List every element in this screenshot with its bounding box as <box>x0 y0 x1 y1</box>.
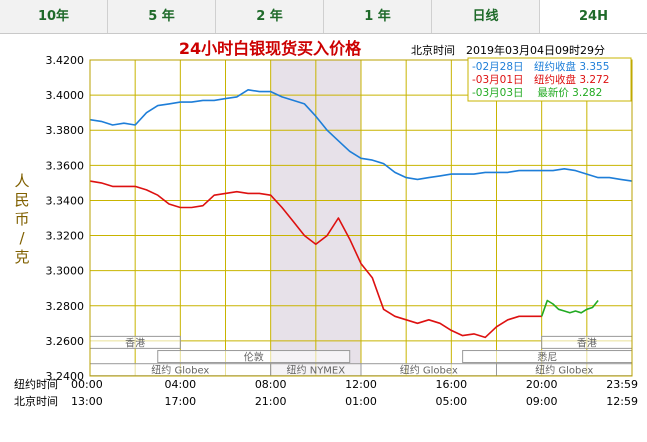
session-label-7: 纽约 Globex <box>535 364 593 377</box>
x-tick-label-1-4: 05:00 <box>435 395 467 408</box>
session-label-4: 纽约 Globex <box>151 364 209 377</box>
legend: -02月28日 纽约收盘 3.355-03月01日 纽约收盘 3.272-03月… <box>467 57 632 102</box>
tab-2-year[interactable]: 2 年 <box>216 0 324 33</box>
series-line-0 <box>89 88 633 182</box>
session-label-6: 纽约 Globex <box>400 364 458 377</box>
x-axis-row-label-0: 纽约时间 <box>14 377 58 391</box>
y-label-char-0: 人 <box>14 172 29 190</box>
y-tick-label-0: 3.2400 <box>46 370 85 383</box>
chart-grid <box>90 59 632 377</box>
tab-10-year[interactable]: 10年 <box>0 0 108 33</box>
legend-box <box>467 57 632 102</box>
tab-5-year[interactable]: 5 年 <box>108 0 216 33</box>
series-line-2 <box>540 299 599 317</box>
session-label-3: 悉尼 <box>537 352 557 364</box>
y-label-char-4: 克 <box>14 248 29 266</box>
x-tick-label-0-4: 16:00 <box>435 378 467 391</box>
session-bar-2 <box>157 350 351 364</box>
tab-daily[interactable]: 日线 <box>432 0 540 33</box>
x-tick-label-1-1: 17:00 <box>164 395 196 408</box>
x-tick-label-1-5: 09:00 <box>526 395 558 408</box>
x-axis-row-label-1: 北京时间 <box>14 394 58 408</box>
chart-subtitle: 北京时间 2019年03月04日09时29分 <box>411 43 605 57</box>
x-tick-label-0-6: 23:59 <box>606 378 638 391</box>
y-axis-label: 人民币/克 <box>14 172 29 266</box>
y-tick-label-7: 3.3800 <box>46 124 85 137</box>
chart-title: 24小时白银现货买入价格 <box>179 39 362 58</box>
legend-entry-2: -03月03日 最新价 3.282 <box>472 86 602 99</box>
period-tabs: 10年 5 年 2 年 1 年 日线 24H <box>0 0 647 34</box>
y-label-char-1: 民 <box>14 191 29 209</box>
y-tick-label-5: 3.3400 <box>46 194 85 207</box>
x-tick-label-1-0: 13:00 <box>71 395 103 408</box>
x-tick-label-0-5: 20:00 <box>526 378 558 391</box>
tab-1-year[interactable]: 1 年 <box>324 0 432 33</box>
session-label-1: 香港 <box>577 337 597 349</box>
x-tick-label-1-6: 12:59 <box>606 395 638 408</box>
x-tick-label-1-3: 01:00 <box>345 395 377 408</box>
y-tick-label-1: 3.2600 <box>46 335 85 348</box>
x-tick-label-1-2: 21:00 <box>255 395 287 408</box>
y-label-char-3: / <box>19 229 25 247</box>
y-tick-label-3: 3.3000 <box>46 265 85 278</box>
x-tick-label-0-1: 04:00 <box>164 378 196 391</box>
y-tick-label-4: 3.3200 <box>46 230 85 243</box>
plot-frame <box>89 59 633 377</box>
x-tick-label-0-2: 08:00 <box>255 378 287 391</box>
x-tick-labels: 纽约时间 00:00 04:00 08:00 12:00 16:00 20:00 23:59 北… <box>14 377 638 408</box>
legend-entry-1: -03月01日 纽约收盘 3.272 <box>472 73 609 86</box>
session-label-2: 伦敦 <box>244 351 264 364</box>
legend-entry-0: -02月28日 纽约收盘 3.355 <box>472 60 609 73</box>
y-tick-label-2: 3.2800 <box>46 300 85 313</box>
y-tick-label-6: 3.3600 <box>46 159 85 172</box>
x-tick-label-0-0: 00:00 <box>71 378 103 391</box>
y-label-char-2: 币 <box>14 210 29 228</box>
session-label-0: 香港 <box>125 337 145 349</box>
tab-24h[interactable]: 24H <box>540 0 647 33</box>
x-tick-label-0-3: 12:00 <box>345 378 377 391</box>
y-tick-label-9: 3.4200 <box>46 54 85 67</box>
series-lines <box>89 88 633 339</box>
series-line-1 <box>89 180 542 339</box>
y-tick-labels: 3.2400 3.2600 3.2800 3.3000 3.3200 3.3400 3.36… <box>46 54 85 383</box>
y-tick-label-8: 3.4000 <box>46 89 85 102</box>
session-label-5: 纽约 NYMEX <box>287 364 346 377</box>
